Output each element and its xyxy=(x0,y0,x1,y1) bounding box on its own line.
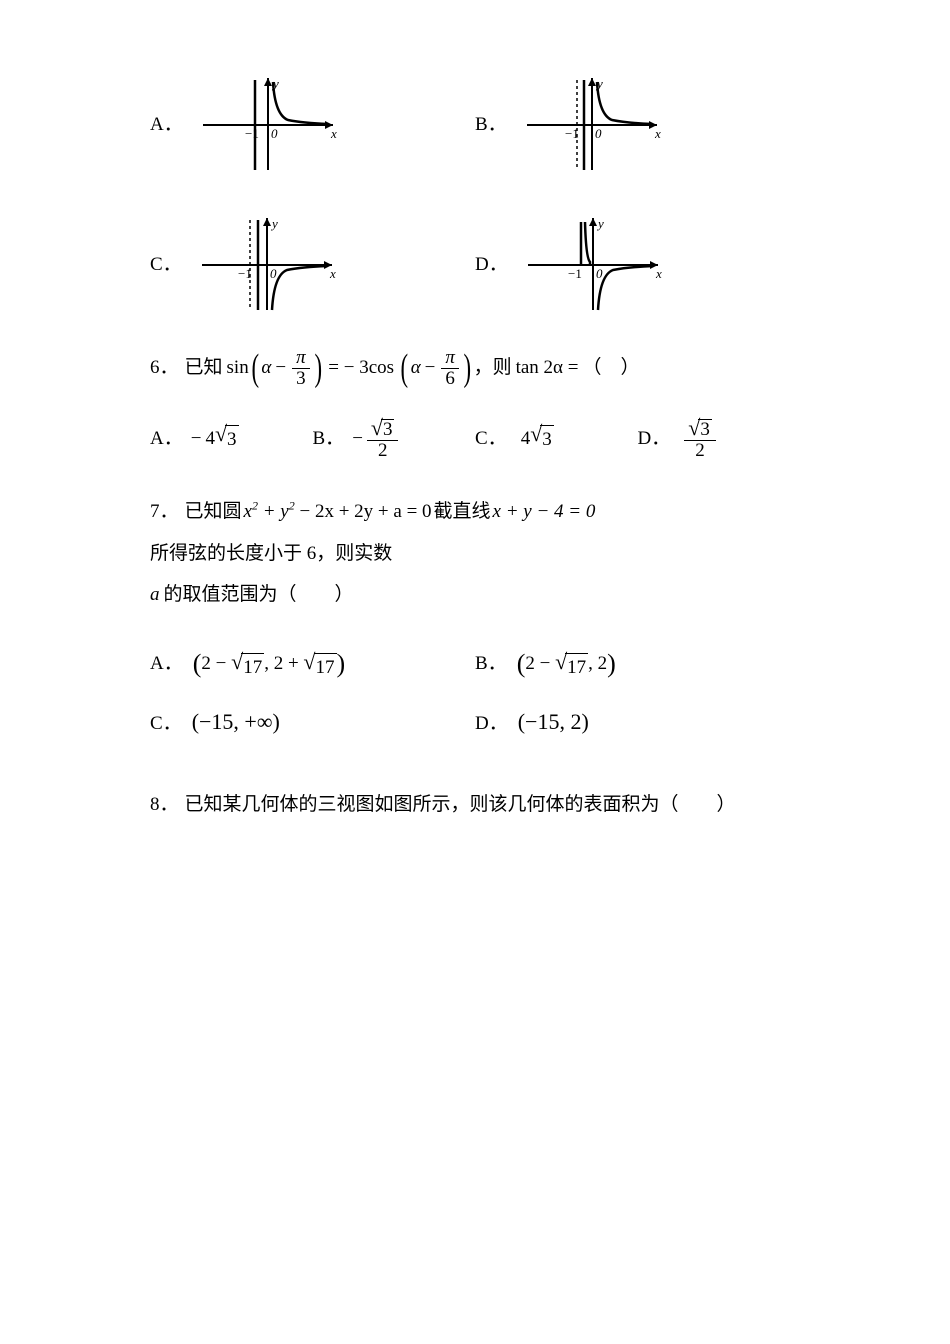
frac-pi-6: π 6 xyxy=(441,348,459,389)
lparen-icon: ( xyxy=(251,349,259,387)
eq2: x + y − 4 = 0 xyxy=(493,491,596,533)
frac-sqrt3-2: √3 2 xyxy=(684,417,716,461)
q7-option-C: C． (−15, +∞) xyxy=(150,705,475,739)
q6-option-B: B． − √3 2 xyxy=(313,417,476,461)
graph-C: y x 0 −1 xyxy=(192,210,342,320)
option-label: D． xyxy=(475,251,508,280)
q7-post2: 的取值范围为（ ） xyxy=(164,574,354,616)
interval: (2 − √17, 2) xyxy=(517,644,616,683)
option-label: A． xyxy=(150,111,183,140)
q6-options: A． − 4 √3 B． − √3 2 C． 4 √3 D． √3 2 xyxy=(150,417,800,461)
q7-option-D: D． (−15, 2) xyxy=(475,705,800,739)
svg-text:0: 0 xyxy=(270,266,277,281)
q7-option-B: B． (2 − √17, 2) xyxy=(475,644,800,683)
frac-pi-3: π 3 xyxy=(292,348,310,389)
option-label: B． xyxy=(475,111,507,140)
interval: (−15, +∞) xyxy=(192,705,280,738)
graph-B: y x 0 −1 xyxy=(517,70,667,180)
minus: − xyxy=(275,354,286,383)
a-var: a xyxy=(150,574,160,616)
svg-text:x: x xyxy=(655,266,662,281)
rparen-icon: ) xyxy=(314,349,322,387)
q7-options: A． (2 − √17, 2 + √17) B． (2 − √17, 2) C．… xyxy=(150,644,800,761)
q6-option-D: D． √3 2 xyxy=(638,417,801,461)
graph-D: y x 0 −1 xyxy=(518,210,668,320)
rparen-icon: ) xyxy=(463,349,471,387)
q5-options: A． y x 0 −1 xyxy=(150,70,800,320)
minus2: − xyxy=(425,354,436,383)
svg-text:0: 0 xyxy=(595,126,602,141)
lparen-icon: ( xyxy=(401,349,409,387)
q6-tan: tan 2α = xyxy=(516,354,579,383)
q5-option-B: B． y x 0 −1 xyxy=(475,70,800,180)
q6-post1: ，则 xyxy=(474,354,512,383)
q7-post: 所得弦的长度小于 6，则实数 xyxy=(150,533,392,575)
eq1: x2 + y2 − 2x + 2y + a = 0 xyxy=(244,491,432,533)
sign: − xyxy=(191,425,202,454)
q5-option-C: C． y x 0 −1 xyxy=(150,210,475,320)
interval: (−15, 2) xyxy=(518,705,589,738)
svg-text:x: x xyxy=(329,266,336,281)
q8-text: 已知某几何体的三视图如图所示，则该几何体的表面积为（ ） xyxy=(185,791,736,820)
svg-text:y: y xyxy=(270,216,278,231)
q6-sin: sin xyxy=(227,354,249,383)
svg-text:0: 0 xyxy=(271,126,278,141)
q5-row-1: A． y x 0 −1 xyxy=(150,70,800,180)
frac-sqrt3-2: √3 2 xyxy=(367,417,399,461)
svg-text:y: y xyxy=(596,216,604,231)
q6-pre: 已知 xyxy=(185,354,223,383)
option-label: A． xyxy=(150,425,183,454)
q6-option-C: C． 4 √3 xyxy=(475,417,638,461)
option-label: D． xyxy=(638,425,671,454)
svg-text:0: 0 xyxy=(596,266,603,281)
sqrt-icon: √3 xyxy=(530,423,554,455)
q7-number: 7． xyxy=(150,491,179,533)
option-label: C． xyxy=(150,251,182,280)
alpha2: α xyxy=(411,354,421,383)
svg-text:x: x xyxy=(654,126,661,141)
svg-text:x: x xyxy=(330,126,337,141)
alpha: α xyxy=(261,354,271,383)
eq-neg3cos: = − 3cos xyxy=(328,354,394,383)
coef: 4 xyxy=(521,425,531,454)
q6-stem: 6． 已知 sin ( α − π 3 ) = − 3cos ( α − π 6… xyxy=(150,348,800,389)
svg-text:−1: −1 xyxy=(568,266,582,281)
q5-option-A: A． y x 0 −1 xyxy=(150,70,475,180)
q8-number: 8． xyxy=(150,791,179,820)
exam-page: A． y x 0 −1 xyxy=(0,0,950,947)
q6-option-A: A． − 4 √3 xyxy=(150,417,313,461)
q6-number: 6． xyxy=(150,354,179,383)
sqrt-icon: √3 xyxy=(215,423,239,455)
graph-A: y x 0 −1 xyxy=(193,70,343,180)
sign: − xyxy=(352,425,363,454)
q7-stem: 7． 已知圆 x2 + y2 − 2x + 2y + a = 0 截直线 x +… xyxy=(150,491,800,616)
q5-option-D: D． y x 0 −1 xyxy=(475,210,800,320)
option-label: C． xyxy=(475,425,507,454)
q7-option-A: A． (2 − √17, 2 + √17) xyxy=(150,644,475,683)
q6-blank: （ ） xyxy=(582,354,639,383)
q5-row-2: C． y x 0 −1 xyxy=(150,210,800,320)
interval: (2 − √17, 2 + √17) xyxy=(193,644,345,683)
q7-mid: 截直线 xyxy=(434,491,491,533)
q8-stem: 8． 已知某几何体的三视图如图所示，则该几何体的表面积为（ ） xyxy=(150,791,800,820)
option-label: B． xyxy=(313,425,345,454)
q7-pre: 已知圆 xyxy=(185,491,242,533)
coef: 4 xyxy=(205,425,215,454)
svg-text:−1: −1 xyxy=(245,126,259,141)
